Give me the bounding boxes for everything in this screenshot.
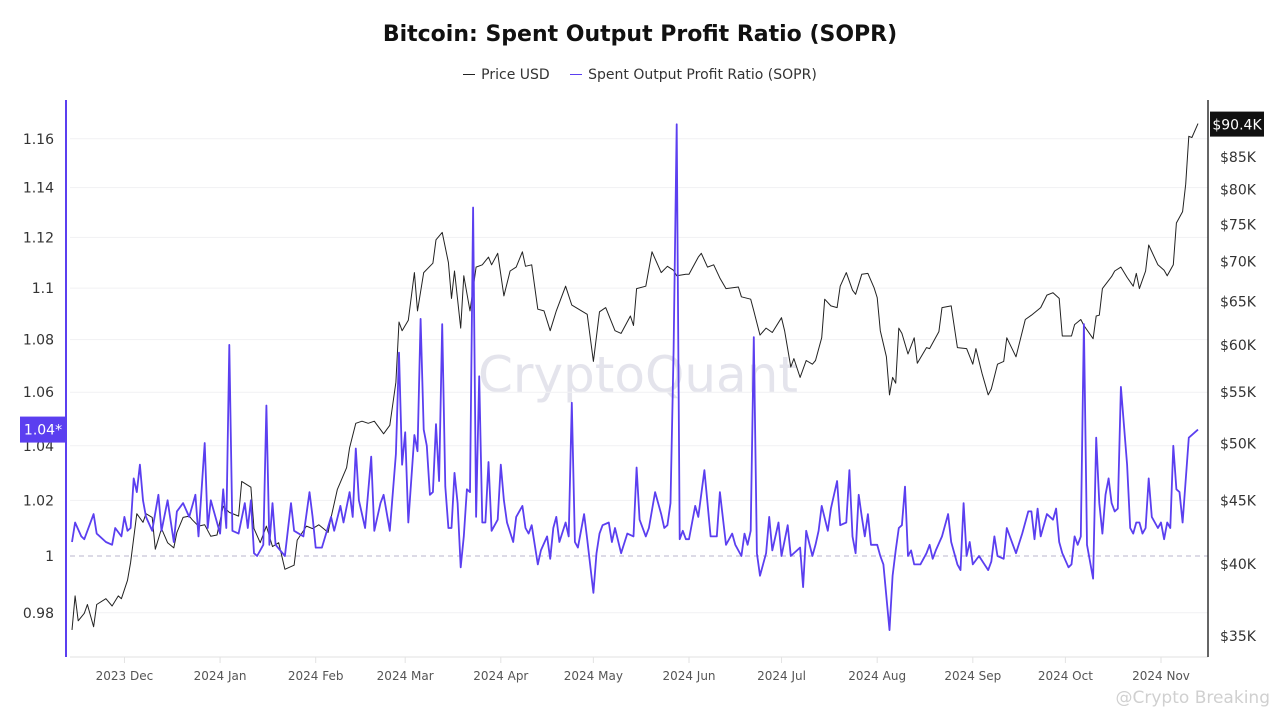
x-tick-label: 2024 Apr [473, 669, 528, 683]
x-tick-label: 2024 Jun [662, 669, 715, 683]
left-tick-label: 1.02 [23, 493, 54, 509]
right-tick-label: $75K [1220, 217, 1257, 233]
right-tick-label: $40K [1220, 557, 1257, 573]
x-tick-label: 2024 Feb [288, 669, 344, 683]
right-tick-label: $50K [1220, 436, 1257, 452]
price-usd-line [71, 123, 1199, 630]
sopr-current-label: 1.04* [24, 423, 62, 439]
legend-item-price[interactable]: Price USD [463, 67, 550, 83]
right-tick-label: $55K [1220, 385, 1257, 401]
price-current-badge [1210, 111, 1264, 137]
chart-title: Bitcoin: Spent Output Profit Ratio (SOPR… [382, 22, 898, 47]
legend-item-sopr[interactable]: Spent Output Profit Ratio (SOPR) [570, 67, 817, 83]
left-tick-label: 1.06 [23, 385, 54, 401]
legend-swatch-price [463, 74, 476, 75]
x-tick-label: 2024 Mar [377, 669, 434, 683]
right-tick-label: $85K [1220, 150, 1257, 166]
right-tick-label: $60K [1220, 338, 1257, 354]
left-tick-label: 1 [45, 549, 54, 565]
x-tick-label: 2024 Sep [944, 669, 1001, 683]
legend-swatch-sopr [570, 74, 583, 75]
right-tick-label: $35K [1220, 629, 1257, 645]
price-current-label: $90.4K [1212, 118, 1262, 134]
legend-label-price: Price USD [481, 66, 550, 83]
left-tick-label: 1.04 [23, 439, 54, 455]
right-tick-label: $80K [1220, 183, 1257, 199]
right-tick-label: $45K [1220, 493, 1257, 509]
x-tick-label: 2023 Dec [96, 669, 154, 683]
right-tick-label: $70K [1220, 255, 1257, 271]
left-tick-label: 1.16 [23, 132, 54, 148]
left-tick-label: 1.08 [23, 333, 54, 349]
x-tick-label: 2024 Aug [848, 669, 906, 683]
right-tick-label: $65K [1220, 295, 1257, 311]
left-tick-label: 1.1 [32, 281, 54, 297]
x-tick-label: 2024 May [564, 669, 623, 683]
left-tick-label: 1.12 [23, 230, 54, 246]
left-tick-label: 0.98 [23, 606, 54, 622]
x-tick-label: 2024 Jan [194, 669, 247, 683]
x-tick-label: 2024 Nov [1132, 669, 1190, 683]
legend-label-sopr: Spent Output Profit Ratio (SOPR) [588, 66, 817, 83]
legend: Price USD Spent Output Profit Ratio (SOP… [0, 63, 1280, 83]
watermark-logo: CryptoQuant [478, 346, 798, 404]
sopr-current-badge [20, 416, 66, 443]
left-tick-label: 1.14 [23, 181, 54, 197]
corner-watermark: @Crypto Breaking [1116, 688, 1270, 708]
x-tick-label: 2024 Oct [1038, 669, 1093, 683]
x-tick-label: 2024 Jul [757, 669, 806, 683]
sopr-line [71, 123, 1199, 631]
